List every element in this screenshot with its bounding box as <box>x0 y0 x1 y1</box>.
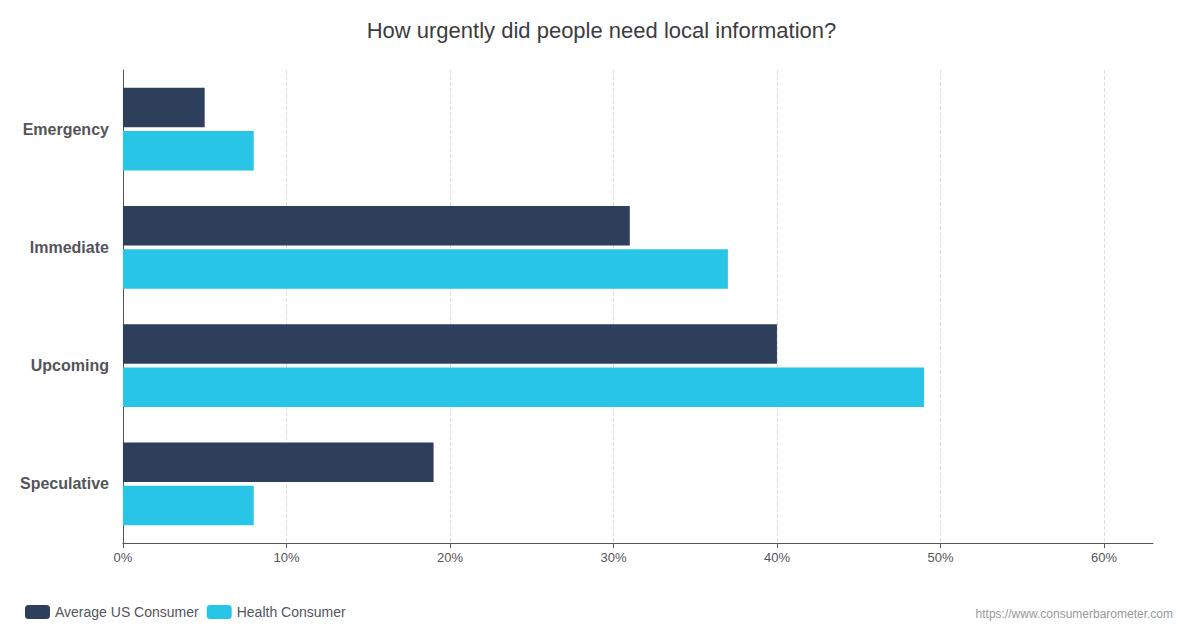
svg-text:30%: 30% <box>600 550 626 565</box>
svg-text:40%: 40% <box>764 550 790 565</box>
svg-text:10%: 10% <box>273 550 299 565</box>
svg-text:Immediate: Immediate <box>30 239 109 256</box>
svg-text:Health Consumer: Health Consumer <box>237 604 346 620</box>
svg-text:How urgently did people need l: How urgently did people need local infor… <box>367 18 837 43</box>
svg-text:Emergency: Emergency <box>23 121 109 138</box>
svg-text:https://www.consumerbarometer.: https://www.consumerbarometer.com <box>976 607 1173 621</box>
svg-text:Speculative: Speculative <box>20 475 109 492</box>
svg-text:20%: 20% <box>437 550 463 565</box>
svg-text:0%: 0% <box>114 550 133 565</box>
svg-text:60%: 60% <box>1091 550 1117 565</box>
svg-text:Average US Consumer: Average US Consumer <box>55 604 199 620</box>
svg-text:50%: 50% <box>927 550 953 565</box>
svg-text:Upcoming: Upcoming <box>31 357 109 374</box>
